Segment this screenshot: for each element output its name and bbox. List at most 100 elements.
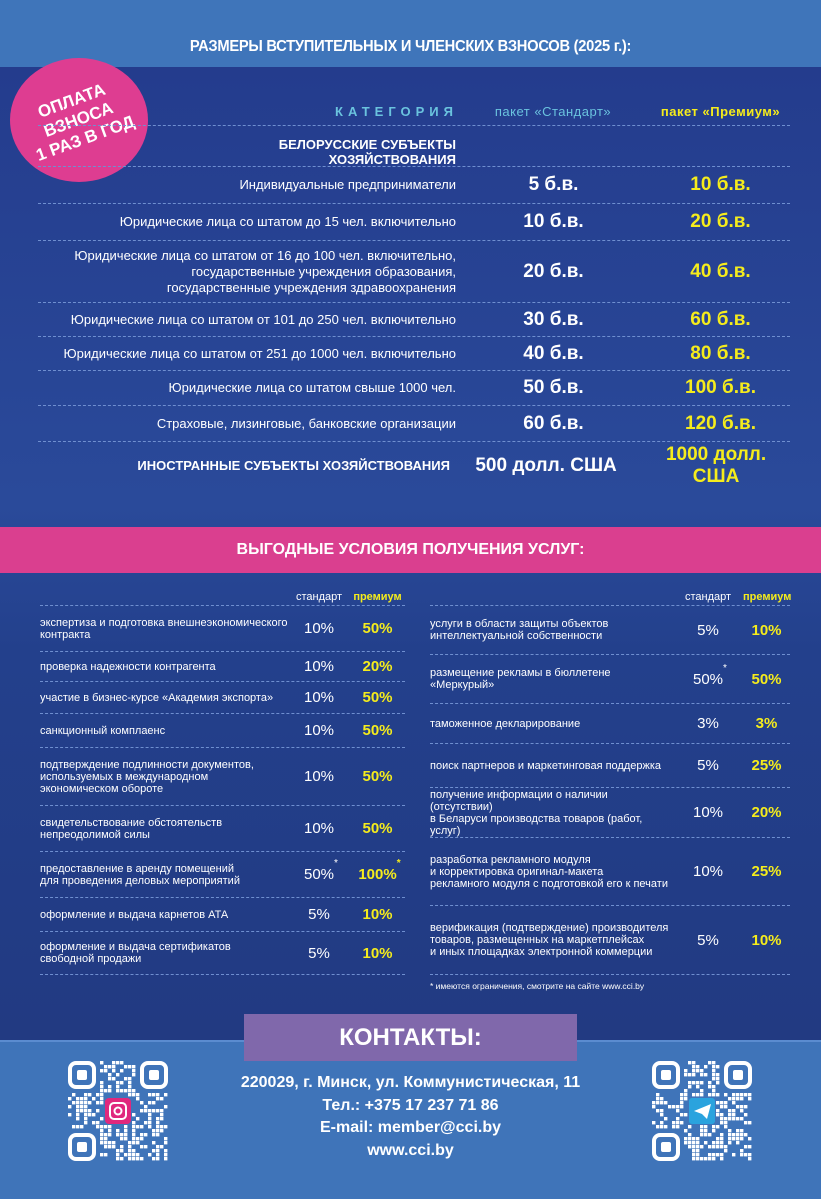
service-label: проверка надежности контрагента bbox=[40, 660, 216, 673]
fee-standard: 500 долл. США bbox=[475, 455, 617, 476]
service-row: подтверждение подлинности документов, ис… bbox=[40, 748, 405, 806]
note-mark: * bbox=[396, 858, 401, 869]
fee-label: Юридические лица со штатом от 16 до 100 … bbox=[74, 247, 456, 295]
fee-label: Юридические лица со штатом до 15 чел. вк… bbox=[119, 214, 456, 229]
top-band bbox=[0, 0, 821, 67]
service-row: оформление и выдача сертификатов свободн… bbox=[40, 932, 405, 975]
services-banner: ВЫГОДНЫЕ УСЛОВИЯ ПОЛУЧЕНИЯ УСЛУГ: bbox=[0, 527, 821, 573]
service-row: таможенное декларирование 3% 3% bbox=[430, 704, 790, 744]
service-label: санкционный комплаенс bbox=[40, 724, 166, 737]
service-label: таможенное декларирование bbox=[430, 717, 581, 730]
qr-finder bbox=[724, 1061, 752, 1089]
fee-premium: 10 б.в. bbox=[690, 173, 751, 195]
fee-premium: 120 б.в. bbox=[685, 412, 756, 434]
service-premium: 50% bbox=[362, 768, 393, 785]
col-standard: стандарт bbox=[295, 590, 343, 603]
qr-finder bbox=[652, 1061, 680, 1089]
fee-standard: 5 б.в. bbox=[528, 173, 579, 195]
service-premium: 50% bbox=[362, 820, 393, 837]
fee-label: Страховые, лизинговые, банковские органи… bbox=[156, 415, 456, 431]
fee-premium: 100 б.в. bbox=[685, 377, 756, 398]
divider bbox=[38, 166, 790, 167]
fee-row: Страховые, лизинговые, банковские органи… bbox=[38, 406, 790, 442]
instagram-icon bbox=[105, 1098, 131, 1124]
service-label: предоставление в аренду помещений для пр… bbox=[40, 862, 240, 887]
service-premium: 50% bbox=[362, 689, 393, 706]
fee-label: Юридические лица со штатом свыше 1000 че… bbox=[168, 380, 456, 395]
fee-row: Юридические лица со штатом свыше 1000 че… bbox=[38, 371, 790, 406]
qr-finder bbox=[652, 1133, 680, 1161]
service-label: разработка рекламного модуля и корректир… bbox=[430, 853, 668, 890]
page-title: РАЗМЕРЫ ВСТУПИТЕЛЬНЫХ И ЧЛЕНСКИХ ВЗНОСОВ… bbox=[189, 38, 632, 55]
service-standard: 10% bbox=[303, 768, 335, 785]
service-label: экспертиза и подготовка внешнеэкономичес… bbox=[40, 616, 288, 641]
qr-finder bbox=[77, 1070, 87, 1080]
divider bbox=[38, 125, 790, 126]
service-row: услуги в области защиты объектов интелле… bbox=[430, 606, 790, 655]
service-standard: 10% bbox=[303, 658, 335, 675]
instagram-qr-code[interactable] bbox=[68, 1061, 168, 1161]
telegram-qr-code[interactable] bbox=[652, 1061, 752, 1161]
service-standard: 10% bbox=[303, 722, 335, 739]
note-mark: * bbox=[334, 858, 338, 869]
service-standard: 50% bbox=[692, 670, 724, 688]
service-row: санкционный комплаенс 10% 50% bbox=[40, 714, 405, 748]
phone[interactable]: Тел.: +375 17 237 71 86 bbox=[322, 1096, 499, 1114]
fee-standard: 50 б.в. bbox=[523, 377, 584, 398]
service-label: подтверждение подлинности документов, ис… bbox=[40, 758, 254, 795]
service-premium: 50% bbox=[362, 722, 393, 739]
qr-finder bbox=[661, 1142, 671, 1152]
fee-row-foreign: ИНОСТРАННЫЕ СУБЪЕКТЫ ХОЗЯЙСТВОВАНИЯ 500 … bbox=[38, 444, 790, 487]
qr-finder bbox=[68, 1133, 96, 1161]
contact-info: 220029, г. Минск, ул. Коммунистическая, … bbox=[200, 1072, 621, 1162]
col-premium: премиум bbox=[353, 590, 402, 603]
service-standard: 5% bbox=[308, 906, 330, 923]
contacts-title: КОНТАКТЫ: bbox=[244, 1014, 577, 1061]
service-row: поиск партнеров и маркетинговая поддержк… bbox=[430, 744, 790, 788]
services-table-left: стандарт премиум экспертиза и подготовка … bbox=[40, 588, 405, 975]
annual-payment-badge: ОПЛАТА ВЗНОСА 1 РАЗ В ГОД bbox=[10, 58, 148, 182]
service-standard: 10% bbox=[303, 689, 335, 706]
header-standard: пакет «Стандарт» bbox=[494, 104, 612, 119]
service-premium: 20% bbox=[362, 658, 393, 675]
service-label: оформление и выдача сертификатов свободн… bbox=[40, 941, 231, 965]
service-label: услуги в области защиты объектов интелле… bbox=[430, 618, 609, 642]
fee-label: Юридические лица со штатом от 101 до 250… bbox=[70, 311, 456, 327]
service-premium: 10% bbox=[362, 906, 393, 923]
service-row: размещение рекламы в бюллетене «Меркурый… bbox=[430, 655, 790, 704]
service-row: предоставление в аренду помещений для пр… bbox=[40, 852, 405, 898]
service-row: разработка рекламного модуля и корректир… bbox=[430, 838, 790, 906]
service-premium: 20% bbox=[751, 804, 782, 821]
service-premium: 100% bbox=[358, 866, 397, 883]
qr-finder bbox=[149, 1070, 159, 1080]
service-label: оформление и выдача карнетов АТА bbox=[40, 908, 229, 921]
note-mark: * bbox=[723, 662, 727, 674]
service-premium: 10% bbox=[751, 621, 782, 639]
col-premium: премиум bbox=[743, 590, 792, 603]
col-standard: стандарт bbox=[684, 590, 732, 603]
service-standard: 50% bbox=[303, 866, 335, 883]
fee-premium: 80 б.в. bbox=[690, 342, 751, 364]
service-row: участие в бизнес-курсе «Академия экспорт… bbox=[40, 682, 405, 714]
service-label: свидетельствование обстоятельств непреод… bbox=[40, 816, 223, 841]
website-link[interactable]: www.cci.by bbox=[367, 1141, 454, 1159]
service-standard: 10% bbox=[303, 620, 335, 637]
fee-row: Юридические лица со штатом до 15 чел. вк… bbox=[38, 204, 790, 241]
fee-row: Юридические лица со штатом от 101 до 250… bbox=[38, 303, 790, 337]
service-label: размещение рекламы в бюллетене «Меркурый… bbox=[430, 667, 611, 691]
fee-label: ИНОСТРАННЫЕ СУБЪЕКТЫ ХОЗЯЙСТВОВАНИЯ bbox=[137, 458, 450, 473]
fee-row: Юридические лица со штатом от 251 до 100… bbox=[38, 337, 790, 371]
service-row: получение информации о наличии (отсутств… bbox=[430, 788, 790, 838]
fee-row: Индивидуальные предприниматели 5 б.в. 10 б… bbox=[38, 166, 790, 204]
services-table-right: стандарт премиум услуги в области защиты … bbox=[430, 588, 792, 991]
fee-premium: 1000 долл. США bbox=[665, 444, 767, 487]
service-label: верификация (подтверждение) производител… bbox=[430, 922, 669, 958]
fee-standard: 20 б.в. bbox=[523, 260, 584, 282]
service-premium: 25% bbox=[751, 757, 782, 774]
qr-finder bbox=[661, 1070, 671, 1080]
service-premium: 3% bbox=[755, 715, 778, 732]
fee-premium: 40 б.в. bbox=[690, 260, 751, 282]
email[interactable]: E-mail: member@cci.by bbox=[320, 1119, 501, 1136]
service-row: проверка надежности контрагента 10% 20% bbox=[40, 652, 405, 682]
qr-finder bbox=[733, 1070, 743, 1080]
